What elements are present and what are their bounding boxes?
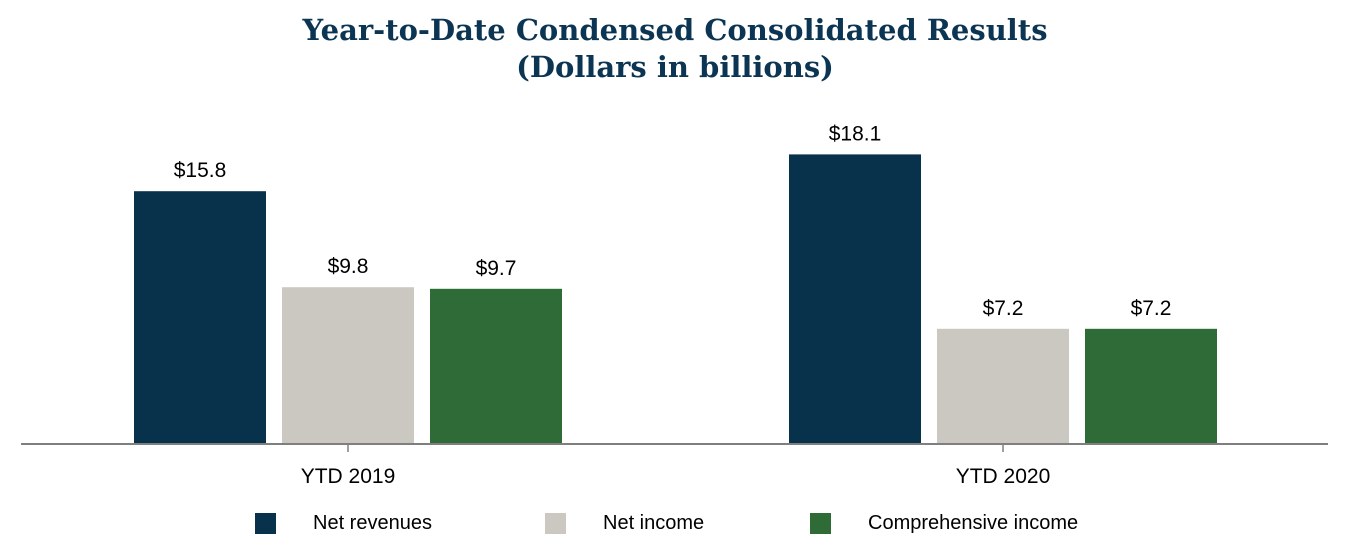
- x-tick-label-ytd-2020: YTD 2020: [956, 465, 1051, 488]
- chart-title: Year-to-Date Condensed Consolidated Resu…: [302, 13, 1048, 47]
- bar-comprehensive-income-ytd-2019: [430, 288, 562, 444]
- bar-net-revenues-ytd-2019: [134, 191, 266, 444]
- bar-comprehensive-income-ytd-2020: [1085, 328, 1217, 444]
- chart-subtitle: (Dollars in billions): [516, 50, 834, 84]
- legend-item-net-revenues: Net revenues: [255, 508, 432, 538]
- data-label-comprehensive-income-ytd-2019: $9.7: [476, 257, 517, 280]
- legend-swatch-net-revenues: [255, 512, 276, 534]
- data-label-net-revenues-ytd-2019: $15.8: [174, 159, 227, 182]
- legend-swatch-net-income: [545, 512, 566, 534]
- data-label-net-income-ytd-2020: $7.2: [983, 297, 1024, 320]
- legend-label-comprehensive-income: Comprehensive income: [868, 511, 1079, 534]
- legend-label-net-income: Net income: [603, 511, 705, 534]
- data-label-net-income-ytd-2019: $9.8: [328, 255, 369, 278]
- chart-title-block: Year-to-Date Condensed Consolidated Resu…: [0, 12, 1350, 86]
- bar-net-income-ytd-2020: [937, 328, 1069, 444]
- bar-net-income-ytd-2019: [282, 287, 414, 444]
- x-tick-label-ytd-2019: YTD 2019: [301, 465, 396, 488]
- bar-net-revenues-ytd-2020: [789, 154, 921, 444]
- chart-legend: Net revenues Net income Comprehensive in…: [0, 508, 1350, 538]
- legend-swatch-comprehensive-income: [810, 512, 831, 534]
- data-label-net-revenues-ytd-2020: $18.1: [829, 122, 882, 145]
- bar-chart: $15.8 $9.8 $9.7 YTD 2019 $18.1 $7.2 $7.2 YTD 20…: [21, 122, 1328, 488]
- legend-item-net-income: Net income: [545, 508, 704, 538]
- legend-item-comprehensive-income: Comprehensive income: [810, 508, 1078, 538]
- data-label-comprehensive-income-ytd-2020: $7.2: [1131, 297, 1172, 320]
- legend-label-net-revenues: Net revenues: [313, 511, 432, 534]
